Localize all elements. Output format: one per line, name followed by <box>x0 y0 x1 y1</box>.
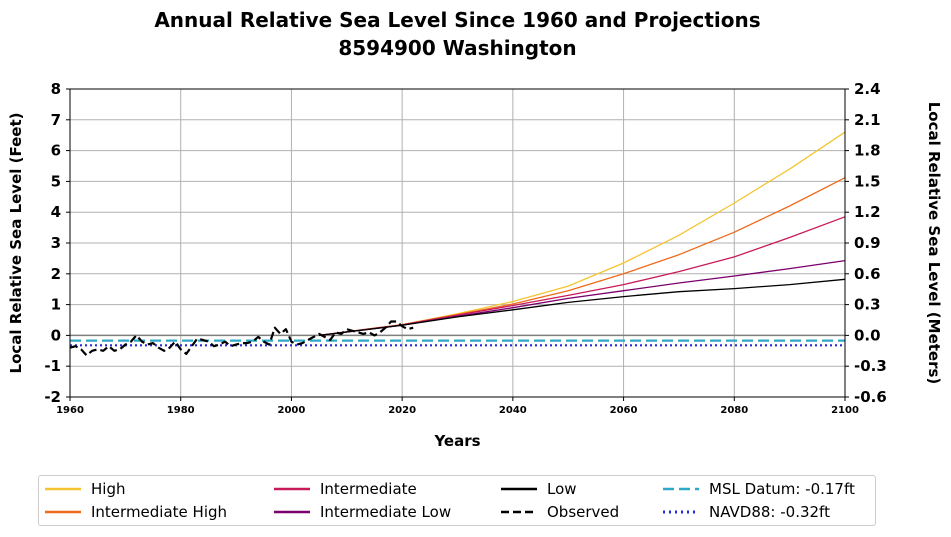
y-right-tick-label: 2.1 <box>854 111 881 129</box>
legend-swatch <box>274 487 310 491</box>
legend-item: High <box>43 480 125 498</box>
y-right-tick-label: -0.6 <box>854 388 887 406</box>
y-tick-label: 1 <box>51 296 61 314</box>
y-tick-label: 2 <box>51 265 61 283</box>
y-right-tick-label: 0.6 <box>854 265 881 283</box>
x-axis-ticks: 1960 1980 2000 2020 2040 2060 2080 2100 <box>56 397 859 416</box>
legend-label: MSL Datum: -0.17ft <box>709 480 855 498</box>
y-axis-label-right: Local Relative Sea Level (Meters) <box>925 102 943 385</box>
legend-item: Intermediate <box>272 480 417 498</box>
chart-svg: 1960 1980 2000 2020 2040 2060 2080 2100 -2 -1 0 1 2… <box>7 80 943 450</box>
x-tick-label: 1960 <box>56 405 84 416</box>
legend-item: Intermediate Low <box>272 503 451 521</box>
y-tick-label: 5 <box>51 172 61 190</box>
x-axis-label: Years <box>433 432 480 450</box>
legend-swatch <box>663 510 699 514</box>
x-tick-label: 2100 <box>831 405 859 416</box>
y-right-tick-label: 1.2 <box>854 203 881 221</box>
y-axis-ticks-right: -0.6 -0.3 0.0 0.3 0.6 0.9 1.2 1.5 1.8 2.1 2.4 <box>845 80 887 406</box>
legend-item: Low <box>499 480 577 498</box>
x-tick-label: 2080 <box>720 405 748 416</box>
legend-item: Observed <box>499 503 619 521</box>
y-tick-label: 8 <box>51 80 61 98</box>
y-right-tick-label: 0.0 <box>854 326 881 344</box>
x-tick-label: 2040 <box>499 405 527 416</box>
series-line-low <box>319 278 846 337</box>
x-tick-label: 2020 <box>388 405 416 416</box>
grid-lines <box>69 88 846 398</box>
legend-swatch <box>501 487 537 491</box>
legend-swatch <box>274 510 310 514</box>
y-tick-label: 6 <box>51 142 61 160</box>
y-right-tick-label: 0.3 <box>854 296 881 314</box>
series-lines <box>69 131 846 357</box>
legend-swatch <box>45 510 81 514</box>
legend-label: NAVD88: -0.32ft <box>709 503 830 521</box>
y-right-tick-label: 1.5 <box>854 172 881 190</box>
legend-swatch <box>45 487 81 491</box>
legend-label: Intermediate <box>320 480 417 498</box>
legend-label: Intermediate High <box>91 503 228 521</box>
chart-subtitle: 8594900 Washington <box>338 36 577 60</box>
y-right-tick-label: 1.8 <box>854 142 881 160</box>
y-tick-label: 7 <box>51 111 61 129</box>
series-line-intermediate <box>319 216 846 337</box>
y-tick-label: 0 <box>51 326 61 344</box>
y-tick-label: 4 <box>51 203 61 221</box>
y-right-tick-label: 2.4 <box>854 80 881 98</box>
x-tick-label: 2060 <box>610 405 638 416</box>
legend-item: MSL Datum: -0.17ft <box>661 480 855 498</box>
legend-label: High <box>91 480 126 498</box>
series-line-intermediate-high <box>319 177 846 337</box>
legend-label: Observed <box>547 503 620 521</box>
legend: High Intermediate Low MSL Datum: -0.17ft Int… <box>38 475 876 526</box>
legend-label: Low <box>547 480 577 498</box>
x-tick-label: 1980 <box>167 405 195 416</box>
y-axis-ticks-left: -2 -1 0 1 2 3 4 5 6 7 8 <box>44 80 70 406</box>
legend-swatch <box>501 510 537 514</box>
y-tick-label: -1 <box>44 357 61 375</box>
y-axis-label-left: Local Relative Sea Level (Feet) <box>7 113 25 374</box>
reference-lines <box>70 339 845 347</box>
chart-title: Annual Relative Sea Level Since 1960 and… <box>154 8 761 32</box>
legend-label: Intermediate Low <box>320 503 452 521</box>
legend-item: NAVD88: -0.32ft <box>661 503 830 521</box>
y-right-tick-label: 0.9 <box>854 234 881 252</box>
y-tick-label: -2 <box>44 388 61 406</box>
x-tick-label: 2000 <box>278 405 306 416</box>
legend-swatch <box>663 487 699 491</box>
y-right-tick-label: -0.3 <box>854 357 887 375</box>
legend-item: Intermediate High <box>43 503 227 521</box>
series-line-observed <box>69 320 414 357</box>
y-tick-label: 3 <box>51 234 61 252</box>
series-line-intermediate-low <box>319 259 846 337</box>
